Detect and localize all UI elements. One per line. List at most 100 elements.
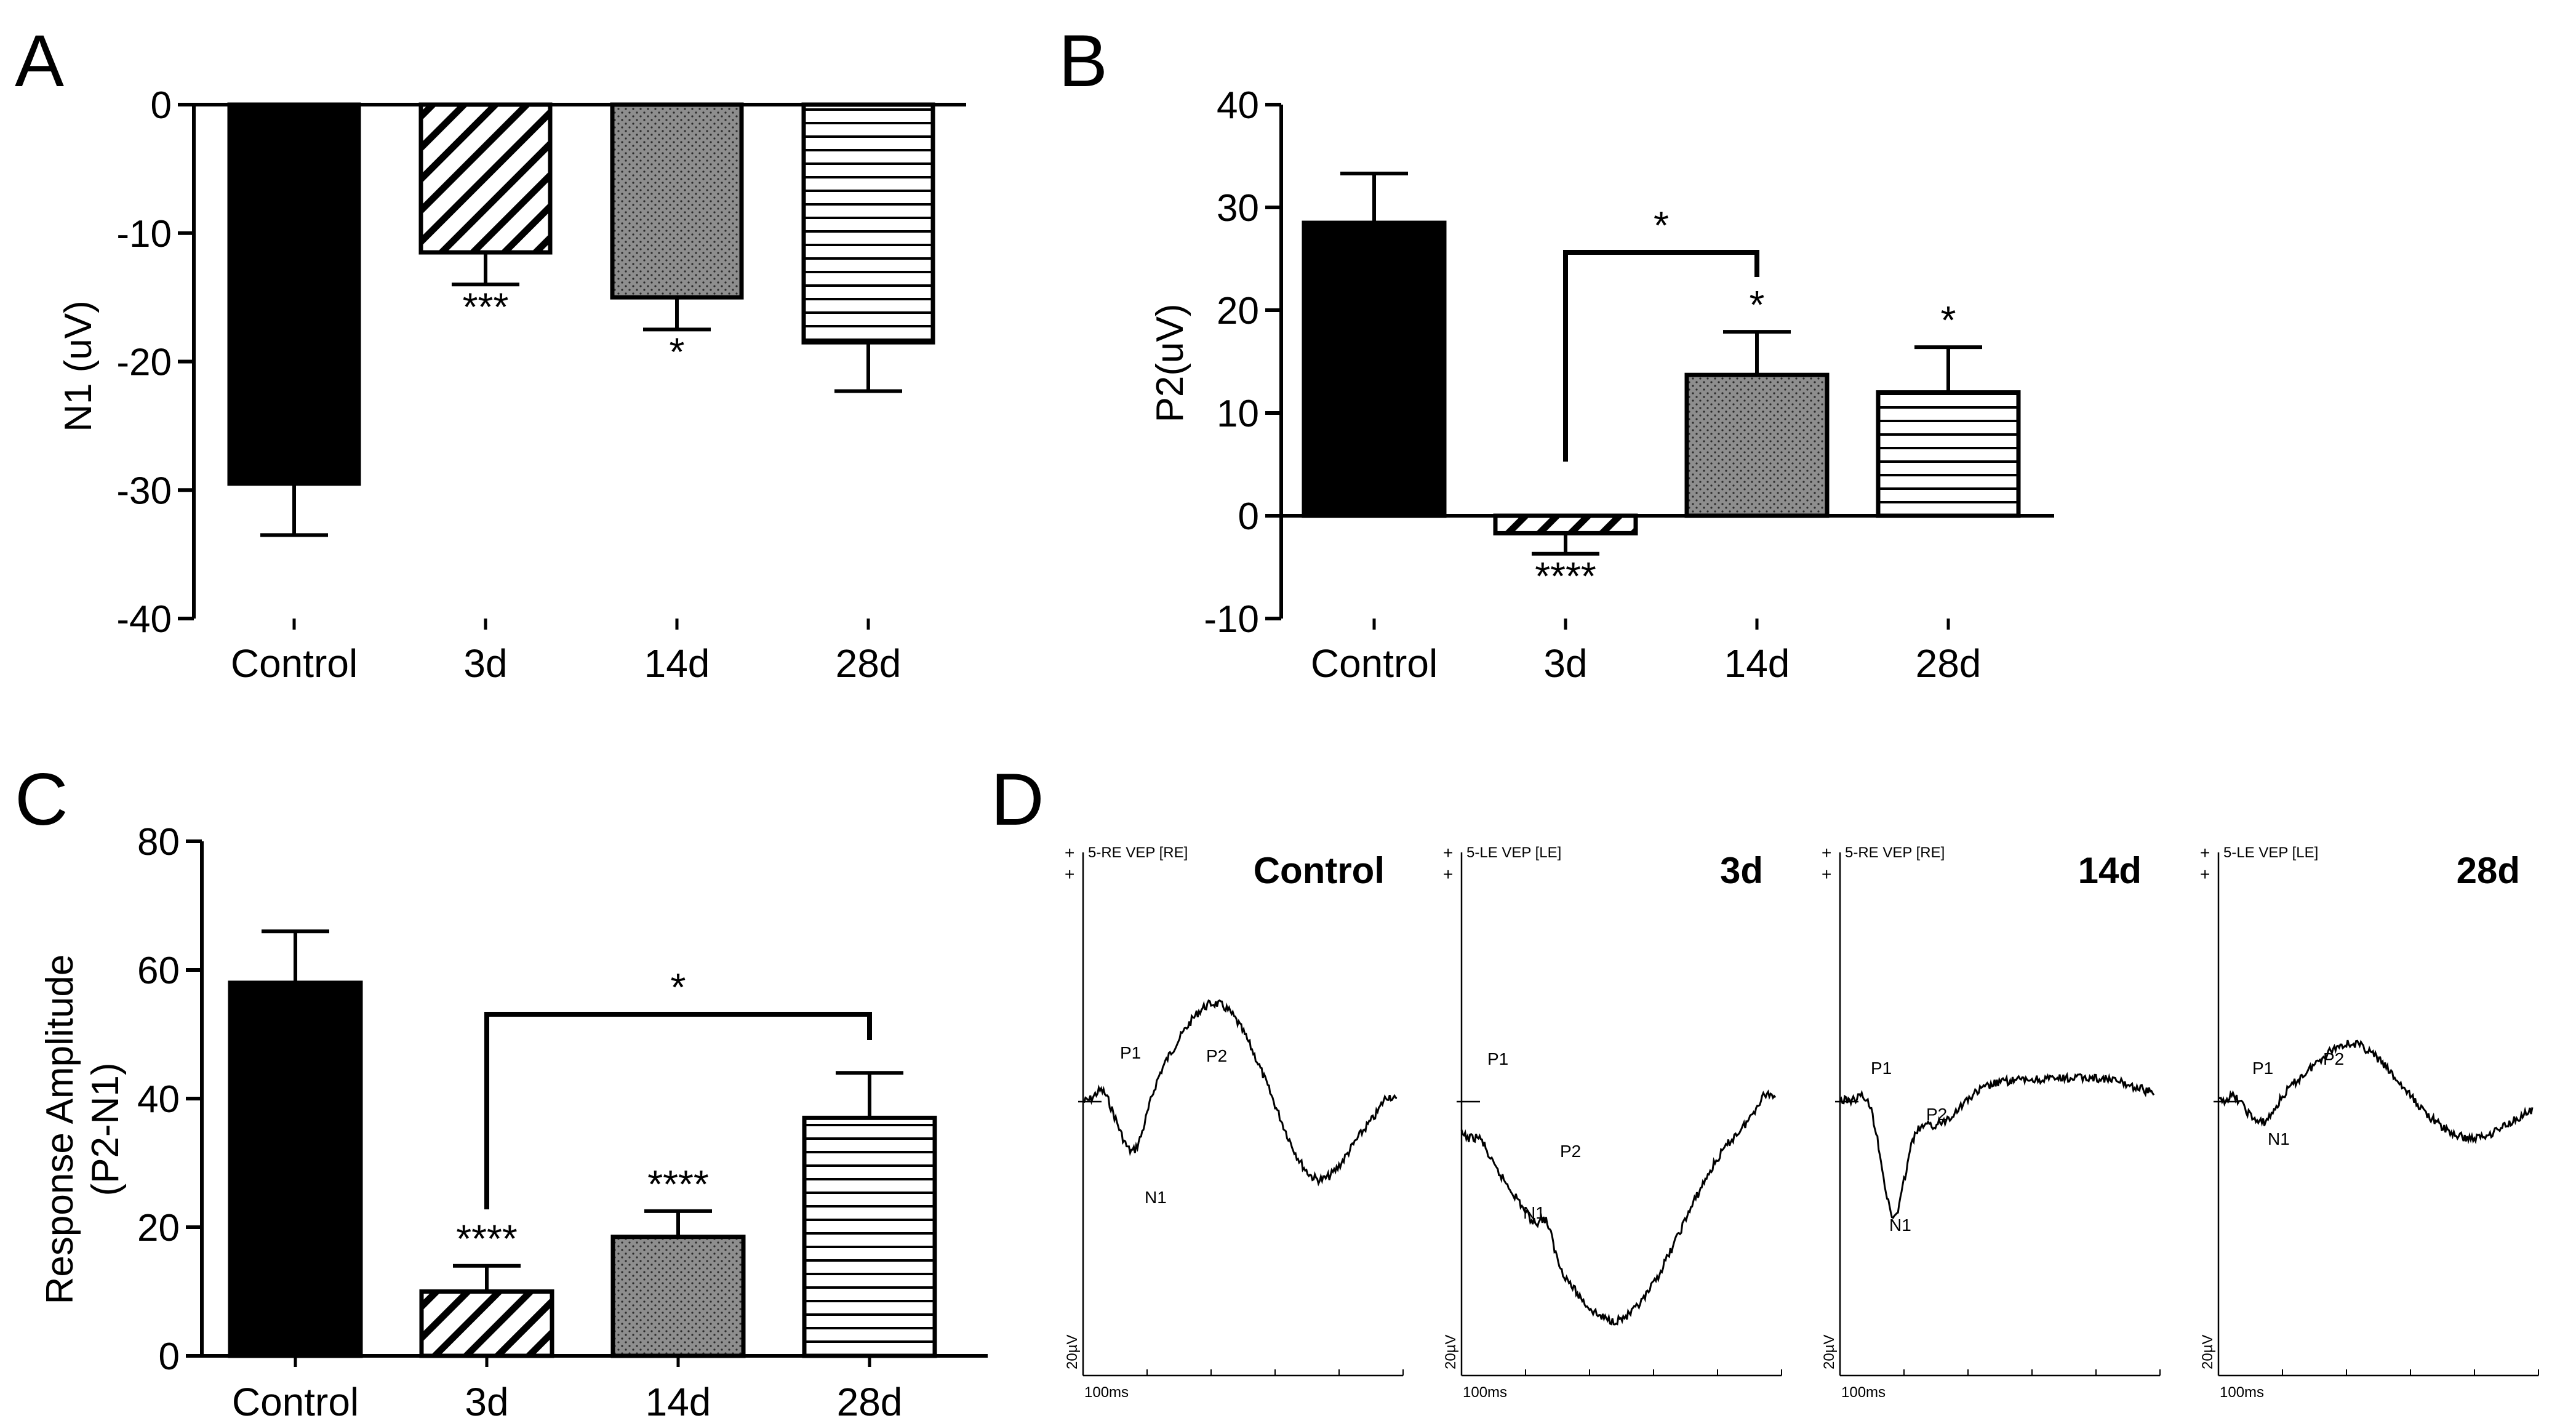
peak-label: P2 — [1206, 1046, 1227, 1065]
panel-label-d: D — [991, 758, 1044, 841]
vep-waveform — [1082, 999, 1398, 1187]
y-tick-label: -10 — [1204, 598, 1259, 641]
peak-label: P2 — [1926, 1105, 1947, 1124]
y-tick-label: 10 — [1217, 393, 1259, 435]
trace-x-scale: 100ms — [1084, 1384, 1129, 1401]
significance-marker: * — [1750, 282, 1765, 327]
bar — [419, 1289, 554, 1358]
peak-label: N1 — [2268, 1129, 2290, 1148]
panel-label-c: C — [15, 758, 68, 841]
bar — [1684, 372, 1830, 518]
y-axis-label-line-1: Response Amplitude — [39, 955, 81, 1305]
y-tick-label: 0 — [159, 1336, 180, 1378]
peak-label: N1 — [1889, 1216, 1911, 1235]
bar — [802, 1115, 937, 1358]
significance-marker: **** — [1535, 554, 1596, 598]
comparison-bracket — [484, 1012, 872, 1209]
x-tick-label: Control — [1311, 641, 1438, 686]
trace-group-name: Control — [1254, 850, 1385, 891]
bracket-significance-marker: * — [1654, 203, 1669, 247]
vep-waveform — [1460, 1089, 1777, 1326]
peak-label: P1 — [1487, 1049, 1508, 1068]
bar — [1493, 513, 1638, 535]
bar — [610, 1235, 746, 1358]
significance-marker: *** — [463, 284, 509, 329]
bar — [227, 102, 361, 486]
y-tick-label: 40 — [137, 1078, 180, 1121]
panel-label-a: A — [15, 20, 64, 102]
significance-marker: * — [670, 329, 685, 374]
y-tick-label: -20 — [116, 342, 172, 384]
trace-x-scale: 100ms — [2220, 1384, 2264, 1401]
plus-marker: + — [1822, 865, 1831, 884]
bar — [610, 102, 744, 300]
panel-label-b: B — [1058, 20, 1108, 102]
bar — [418, 102, 553, 255]
bar — [1302, 220, 1447, 518]
plus-marker: + — [1822, 843, 1831, 862]
vep-waveform — [1839, 1072, 2155, 1219]
plus-marker: + — [2200, 865, 2210, 884]
plus-marker: + — [1065, 865, 1074, 884]
plus-marker: + — [1443, 865, 1453, 884]
trace-y-scale: 20µV — [1442, 1334, 1459, 1369]
y-tick-label: -40 — [116, 598, 172, 641]
trace-y-scale: 20µV — [1821, 1334, 1838, 1369]
peak-label: N1 — [1145, 1188, 1167, 1207]
y-tick-label: 0 — [151, 84, 172, 127]
chart-panel-c: Response Amplitude (P2-N1) 80 60 40 20 0 Cont… — [39, 821, 988, 1424]
vep-waveform — [2218, 1039, 2534, 1145]
x-tick-label: 14d — [1724, 641, 1790, 686]
trace-y-scale: 20µV — [2199, 1334, 2216, 1369]
significance-marker: **** — [456, 1217, 518, 1261]
bar — [228, 980, 363, 1358]
trace-group-name: 14d — [2078, 850, 2142, 891]
x-tick-label: 14d — [646, 1380, 711, 1424]
significance-marker: * — [1941, 298, 1956, 342]
x-tick-label: Control — [232, 1380, 359, 1424]
trace-group-name: 3d — [1720, 850, 1763, 891]
x-tick-label: 3d — [1543, 641, 1587, 686]
y-tick-label: 80 — [137, 821, 180, 863]
bar — [1876, 390, 2021, 518]
peak-label: P1 — [1871, 1059, 1892, 1078]
y-tick-label: 20 — [1217, 290, 1259, 332]
y-tick-label: 20 — [137, 1207, 180, 1249]
bracket-significance-marker: * — [671, 965, 686, 1009]
y-tick-label: 60 — [137, 950, 180, 992]
peak-label: P2 — [1560, 1142, 1581, 1161]
plus-marker: + — [1065, 843, 1074, 862]
x-tick-label: Control — [231, 641, 358, 686]
peak-label: P1 — [1120, 1043, 1141, 1062]
trace-header: 5-LE VEP [LE] — [2223, 844, 2318, 861]
peak-label: P2 — [2323, 1049, 2344, 1068]
bar — [801, 102, 935, 345]
y-axis-label-line-2: (P2-N1) — [84, 1062, 127, 1196]
y-axis-label: N1 (uV) — [57, 300, 100, 432]
y-tick-label: 40 — [1217, 84, 1259, 127]
x-tick-label: 14d — [644, 641, 710, 686]
x-tick-label: 3d — [465, 1380, 508, 1424]
trace-x-scale: 100ms — [1463, 1384, 1507, 1401]
trace-y-scale: 20µV — [1064, 1334, 1081, 1369]
y-axis-label: P2(uV) — [1149, 304, 1191, 423]
significance-marker: **** — [647, 1162, 709, 1206]
trace-header: 5-RE VEP [RE] — [1088, 844, 1188, 861]
x-tick-label: 28d — [1916, 641, 1982, 686]
y-tick-label: 0 — [1238, 495, 1259, 538]
y-tick-label: 30 — [1217, 187, 1259, 230]
trace-header: 5-RE VEP [RE] — [1845, 844, 1945, 861]
y-tick-label: -10 — [116, 213, 172, 255]
plus-marker: + — [1443, 843, 1453, 862]
comparison-bracket — [1563, 250, 1759, 462]
peak-label: N1 — [1523, 1203, 1545, 1222]
trace-header: 5-LE VEP [LE] — [1466, 844, 1561, 861]
x-tick-label: 28d — [837, 1380, 903, 1424]
